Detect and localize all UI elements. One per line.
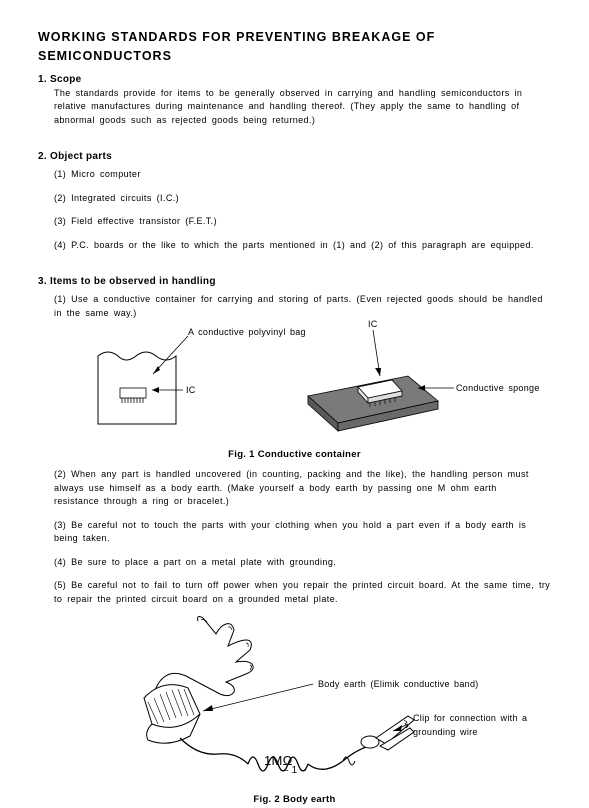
page-title: WORKING STANDARDS FOR PREVENTING BREAKAG… bbox=[38, 28, 551, 66]
section2-heading: 2. Object parts bbox=[38, 149, 551, 164]
section2-item: (2) Integrated circuits (I.C.) bbox=[54, 192, 551, 206]
page-number: – 1 – bbox=[0, 763, 589, 778]
fig1-label-sponge: Conductive sponge bbox=[456, 382, 540, 396]
section2-item: (4) P.C. boards or the like to which the… bbox=[54, 239, 551, 253]
section3-item2: (2) When any part is handled uncovered (… bbox=[54, 468, 551, 509]
fig1-arrow-bag bbox=[148, 334, 198, 379]
fig1-label-bag: A conductive polyvinyl bag bbox=[188, 326, 306, 340]
fig2-caption: Fig. 2 Body earth bbox=[38, 793, 551, 807]
section2-item: (3) Field effective transistor (F.E.T.) bbox=[54, 215, 551, 229]
figure1-container: A conductive polyvinyl bag IC IC Conduct… bbox=[38, 326, 551, 446]
section3-item5: (5) Be careful not to fail to turn off p… bbox=[54, 579, 551, 606]
fig1-arrow-ic1 bbox=[148, 384, 188, 398]
section3-item4: (4) Be sure to place a part on a metal p… bbox=[54, 556, 551, 570]
section3-item3: (3) Be careful not to touch the parts wi… bbox=[54, 519, 551, 546]
section2-item: (1) Micro computer bbox=[54, 168, 551, 182]
fig1-arrow-ic2 bbox=[358, 328, 388, 383]
section3-item1: (1) Use a conductive container for carry… bbox=[54, 293, 551, 320]
section3-heading: 3. Items to be observed in handling bbox=[38, 274, 551, 289]
section1-body: The standards provide for items to be ge… bbox=[54, 87, 551, 128]
fig1-caption: Fig. 1 Conductive container bbox=[38, 448, 551, 462]
fig1-arrow-sponge bbox=[414, 382, 458, 396]
section1-heading: 1. Scope bbox=[38, 72, 551, 87]
